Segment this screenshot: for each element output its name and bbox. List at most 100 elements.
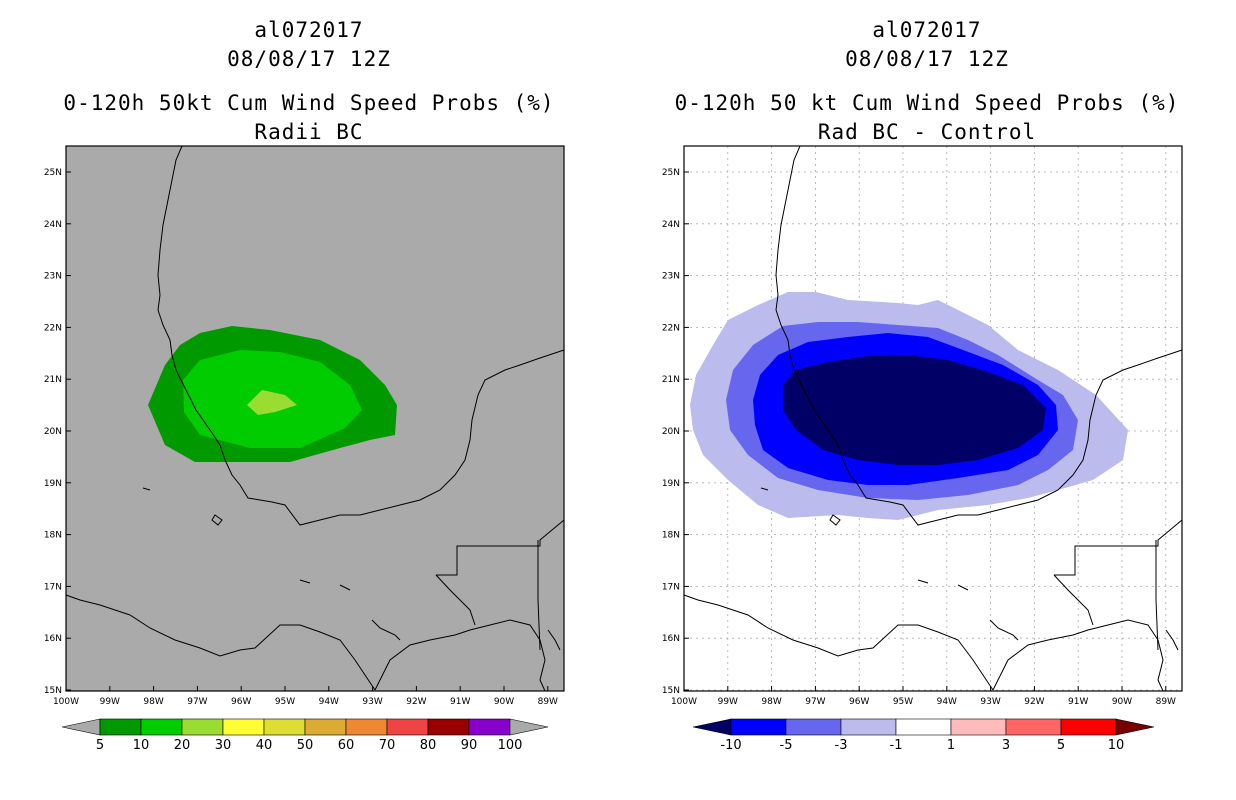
coastline: [683, 145, 1183, 692]
colorbar-segment: [386, 718, 429, 736]
colorbar-label: 10: [133, 738, 150, 753]
colorbar-label: 70: [379, 738, 396, 753]
storm-id-title: al072017: [872, 18, 982, 42]
lon-label: 99W: [100, 697, 120, 707]
colorbar-label: 60: [338, 738, 355, 753]
lon-label: 91W: [1068, 697, 1088, 707]
lon-label: 96W: [849, 697, 869, 707]
colorbar-segment: [468, 718, 511, 736]
colorbar-segment: [304, 718, 347, 736]
lat-label: 20N: [44, 427, 62, 437]
lon-label: 92W: [1024, 697, 1044, 707]
lon-label: 89W: [538, 697, 558, 707]
lon-label: 98W: [761, 697, 781, 707]
lat-label: 20N: [662, 427, 680, 437]
lon-label: 93W: [362, 697, 382, 707]
colorbar-label: 3: [1002, 738, 1010, 753]
colorbar-segment: [730, 718, 787, 736]
colorbar-label: 90: [461, 738, 478, 753]
colorbar-label: -3: [835, 738, 848, 753]
colorbar-over-arrow: [1115, 718, 1155, 736]
date-title: 08/08/17 12Z: [845, 47, 1009, 71]
colorbar-label: 10: [1108, 738, 1125, 753]
lat-label: 25N: [662, 168, 680, 178]
lat-label: 24N: [44, 220, 62, 230]
lat-label: 18N: [662, 531, 680, 541]
lat-label: 19N: [662, 479, 680, 489]
colorbar-segment: [345, 718, 388, 736]
colorbar-segment: [950, 718, 1007, 736]
left-panel: al072017 08/08/17 12Z 0-120h 50kt Cum Wi…: [44, 18, 565, 753]
colorbar-segment: [785, 718, 842, 736]
lon-label: 89W: [1156, 697, 1176, 707]
lon-label: 100W: [53, 697, 79, 707]
colorbar-label: 1: [947, 738, 955, 753]
lat-label: 17N: [44, 582, 62, 592]
lat-label: 19N: [44, 479, 62, 489]
colorbar-label: 5: [1057, 738, 1065, 753]
lon-label: 90W: [494, 697, 514, 707]
prob-contour-20: [247, 390, 297, 415]
colorbar-segment: [895, 718, 952, 736]
colorbar-segment: [840, 718, 897, 736]
colorbar-segment: [1005, 718, 1062, 736]
colorbar-segment: [99, 718, 142, 736]
experiment-title: Radii BC: [254, 120, 364, 144]
lat-label: 22N: [662, 323, 680, 333]
lon-label: 99W: [718, 697, 738, 707]
lon-label: 94W: [319, 697, 339, 707]
lat-label: 21N: [44, 375, 62, 385]
lon-label: 96W: [231, 697, 251, 707]
colorbar-under-arrow: [692, 718, 732, 736]
lat-label: 24N: [662, 220, 680, 230]
lon-label: 95W: [275, 697, 295, 707]
experiment-title: Rad BC - Control: [817, 120, 1037, 144]
colorbar-under-arrow: [61, 718, 101, 736]
colorbar-label: 20: [174, 738, 191, 753]
colorbar: 5 10 20 30 40 50 60 70 80 90 100: [61, 718, 549, 753]
lon-label: 100W: [671, 697, 697, 707]
map-frame: [65, 145, 565, 692]
product-title: 0-120h 50kt Cum Wind Speed Probs (%): [63, 91, 555, 115]
colorbar-label: 100: [498, 738, 523, 753]
colorbar-segment: [181, 718, 224, 736]
colorbar-over-arrow: [509, 718, 549, 736]
colorbar: -10 -5 -3 -1 1 3 5 10: [692, 718, 1155, 753]
diff-contour-minus-10: [783, 355, 1046, 465]
lat-label: 15N: [662, 686, 680, 696]
lon-label: 98W: [143, 697, 163, 707]
lat-label: 17N: [662, 582, 680, 592]
colorbar-label: 40: [256, 738, 273, 753]
lat-label: 23N: [662, 272, 680, 282]
colorbar-segment: [140, 718, 183, 736]
lon-label: 97W: [805, 697, 825, 707]
lat-label: 21N: [662, 375, 680, 385]
lat-label: 22N: [44, 323, 62, 333]
map-frame: [683, 145, 1183, 692]
colorbar-segment: [427, 718, 470, 736]
right-panel: al072017 08/08/17 12Z 0-120h 50 kt Cum W…: [618, 0, 1236, 800]
colorbar-label: 5: [96, 738, 104, 753]
lon-label: 91W: [450, 697, 470, 707]
storm-id-title: al072017: [254, 18, 364, 42]
lon-label: 93W: [980, 697, 1000, 707]
lon-label: 92W: [406, 697, 426, 707]
colorbar-segment: [1060, 718, 1117, 736]
product-title: 0-120h 50 kt Cum Wind Speed Probs (%): [674, 91, 1180, 115]
lat-label: 15N: [44, 686, 62, 696]
lon-label: 94W: [937, 697, 957, 707]
lat-label: 25N: [44, 168, 62, 178]
lon-label: 90W: [1112, 697, 1132, 707]
date-title: 08/08/17 12Z: [227, 47, 391, 71]
gridlines: [684, 146, 1182, 691]
colorbar-label: -10: [720, 738, 741, 753]
lat-label: 16N: [662, 634, 680, 644]
colorbar-label: -1: [890, 738, 903, 753]
lon-label: 97W: [187, 697, 207, 707]
lat-label: 16N: [44, 634, 62, 644]
colorbar-segment: [263, 718, 306, 736]
lat-label: 18N: [44, 531, 62, 541]
